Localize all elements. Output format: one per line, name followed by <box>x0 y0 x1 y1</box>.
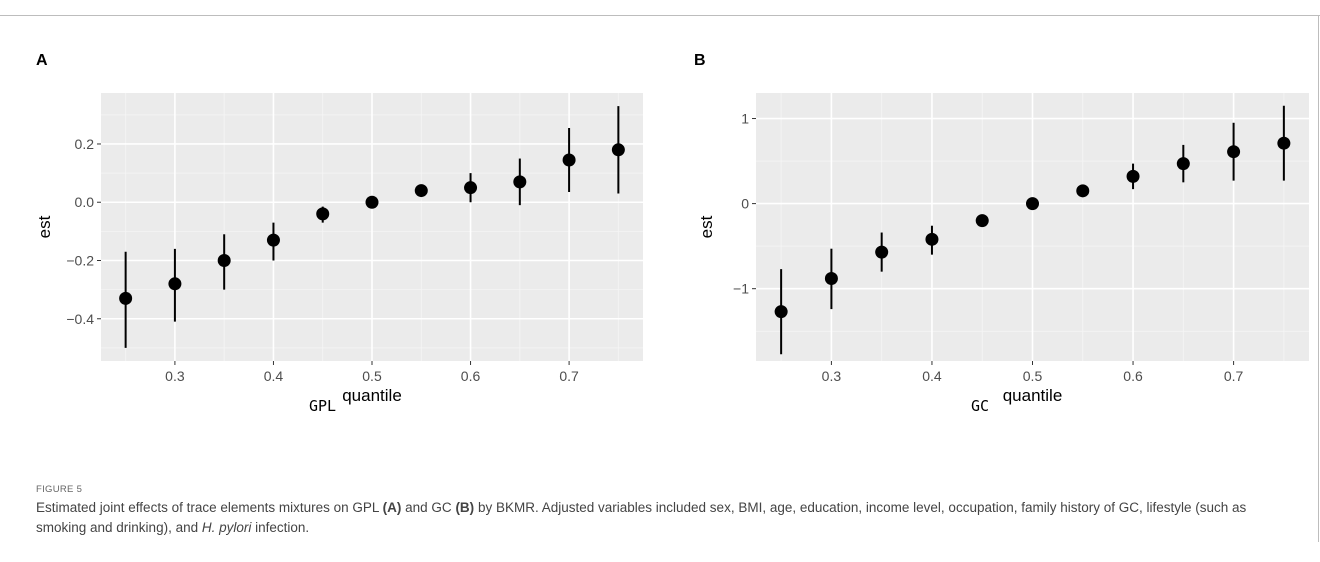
data-point <box>464 181 478 195</box>
data-point <box>1176 157 1190 171</box>
y-axis-title: est <box>35 215 54 238</box>
x-tick-label: 0.3 <box>822 368 842 384</box>
data-point <box>1076 184 1090 198</box>
x-tick-label: 0.6 <box>461 368 481 384</box>
figure-caption: Estimated joint effects of trace element… <box>36 498 1296 538</box>
data-point <box>316 207 330 221</box>
data-point <box>875 245 889 259</box>
caption-part-5: H. pylori <box>201 520 252 535</box>
figure-label: FIGURE 5 <box>36 484 83 495</box>
chart-a: 0.3 0.4 0.5 0.6 0.7 −0.4 −0.2 0.0 0.2 quantile est <box>35 93 643 405</box>
data-point <box>365 195 379 209</box>
data-point <box>562 153 576 167</box>
data-point <box>1277 136 1291 150</box>
data-point <box>1126 169 1140 183</box>
y-tick-label: 1 <box>741 111 749 127</box>
figure-frame-right <box>1318 15 1319 542</box>
data-point <box>824 271 838 285</box>
x-tick-label: 0.5 <box>362 368 382 384</box>
panel-b: B 0.3 0.4 0.5 0.6 0.7 −1 0 1 quantile est GC <box>660 40 1320 470</box>
data-point <box>217 254 231 267</box>
caption-part-0: Estimated joint effects of trace element… <box>36 500 383 515</box>
y-tick-label: −0.4 <box>66 311 94 327</box>
y-tick-label: −0.2 <box>66 253 94 269</box>
x-tick-label: 0.5 <box>1023 368 1043 384</box>
caption-part-3: (B) <box>455 500 475 515</box>
y-tick-label: 0.0 <box>75 194 95 210</box>
y-axis-title: est <box>697 215 716 238</box>
panel-caption-a: GPL <box>309 397 337 415</box>
data-point <box>414 184 428 198</box>
x-tick-label: 0.7 <box>1224 368 1244 384</box>
chart-b: 0.3 0.4 0.5 0.6 0.7 −1 0 1 quantile est <box>697 93 1309 405</box>
data-point <box>1227 145 1241 159</box>
data-point <box>774 305 788 319</box>
data-point <box>975 214 989 228</box>
x-tick-label: 0.6 <box>1123 368 1143 384</box>
y-tick-label: 0 <box>741 196 749 212</box>
data-point <box>168 277 182 291</box>
x-axis-title: quantile <box>1003 386 1063 405</box>
data-point <box>1026 197 1039 211</box>
caption-part-1: (A) <box>382 500 402 515</box>
y-tick-label: 0.2 <box>75 136 95 152</box>
caption-part-2: and GC <box>401 500 456 515</box>
x-tick-label: 0.4 <box>264 368 284 384</box>
caption-part-4: by BKMR. Adjusted variables included sex… <box>36 500 1247 535</box>
data-point <box>925 232 939 246</box>
panel-letter-a: A <box>36 52 48 69</box>
data-point <box>266 233 280 247</box>
x-tick-label: 0.3 <box>165 368 185 384</box>
data-point <box>119 291 133 305</box>
x-tick-label: 0.4 <box>922 368 942 384</box>
x-tick-label: 0.7 <box>559 368 579 384</box>
data-point <box>611 143 625 157</box>
y-tick-label: −1 <box>733 281 749 297</box>
x-axis-title: quantile <box>342 386 402 405</box>
panel-a: A 0.3 0.4 0.5 0.6 0.7 −0.4 −0.2 0.0 0.2 quantile e… <box>0 40 660 470</box>
figure-frame-top <box>0 15 1320 16</box>
panel-caption-b: GC <box>971 397 990 415</box>
data-point <box>513 175 527 189</box>
caption-part-6: infection. <box>251 520 310 535</box>
panel-letter-b: B <box>694 52 706 69</box>
